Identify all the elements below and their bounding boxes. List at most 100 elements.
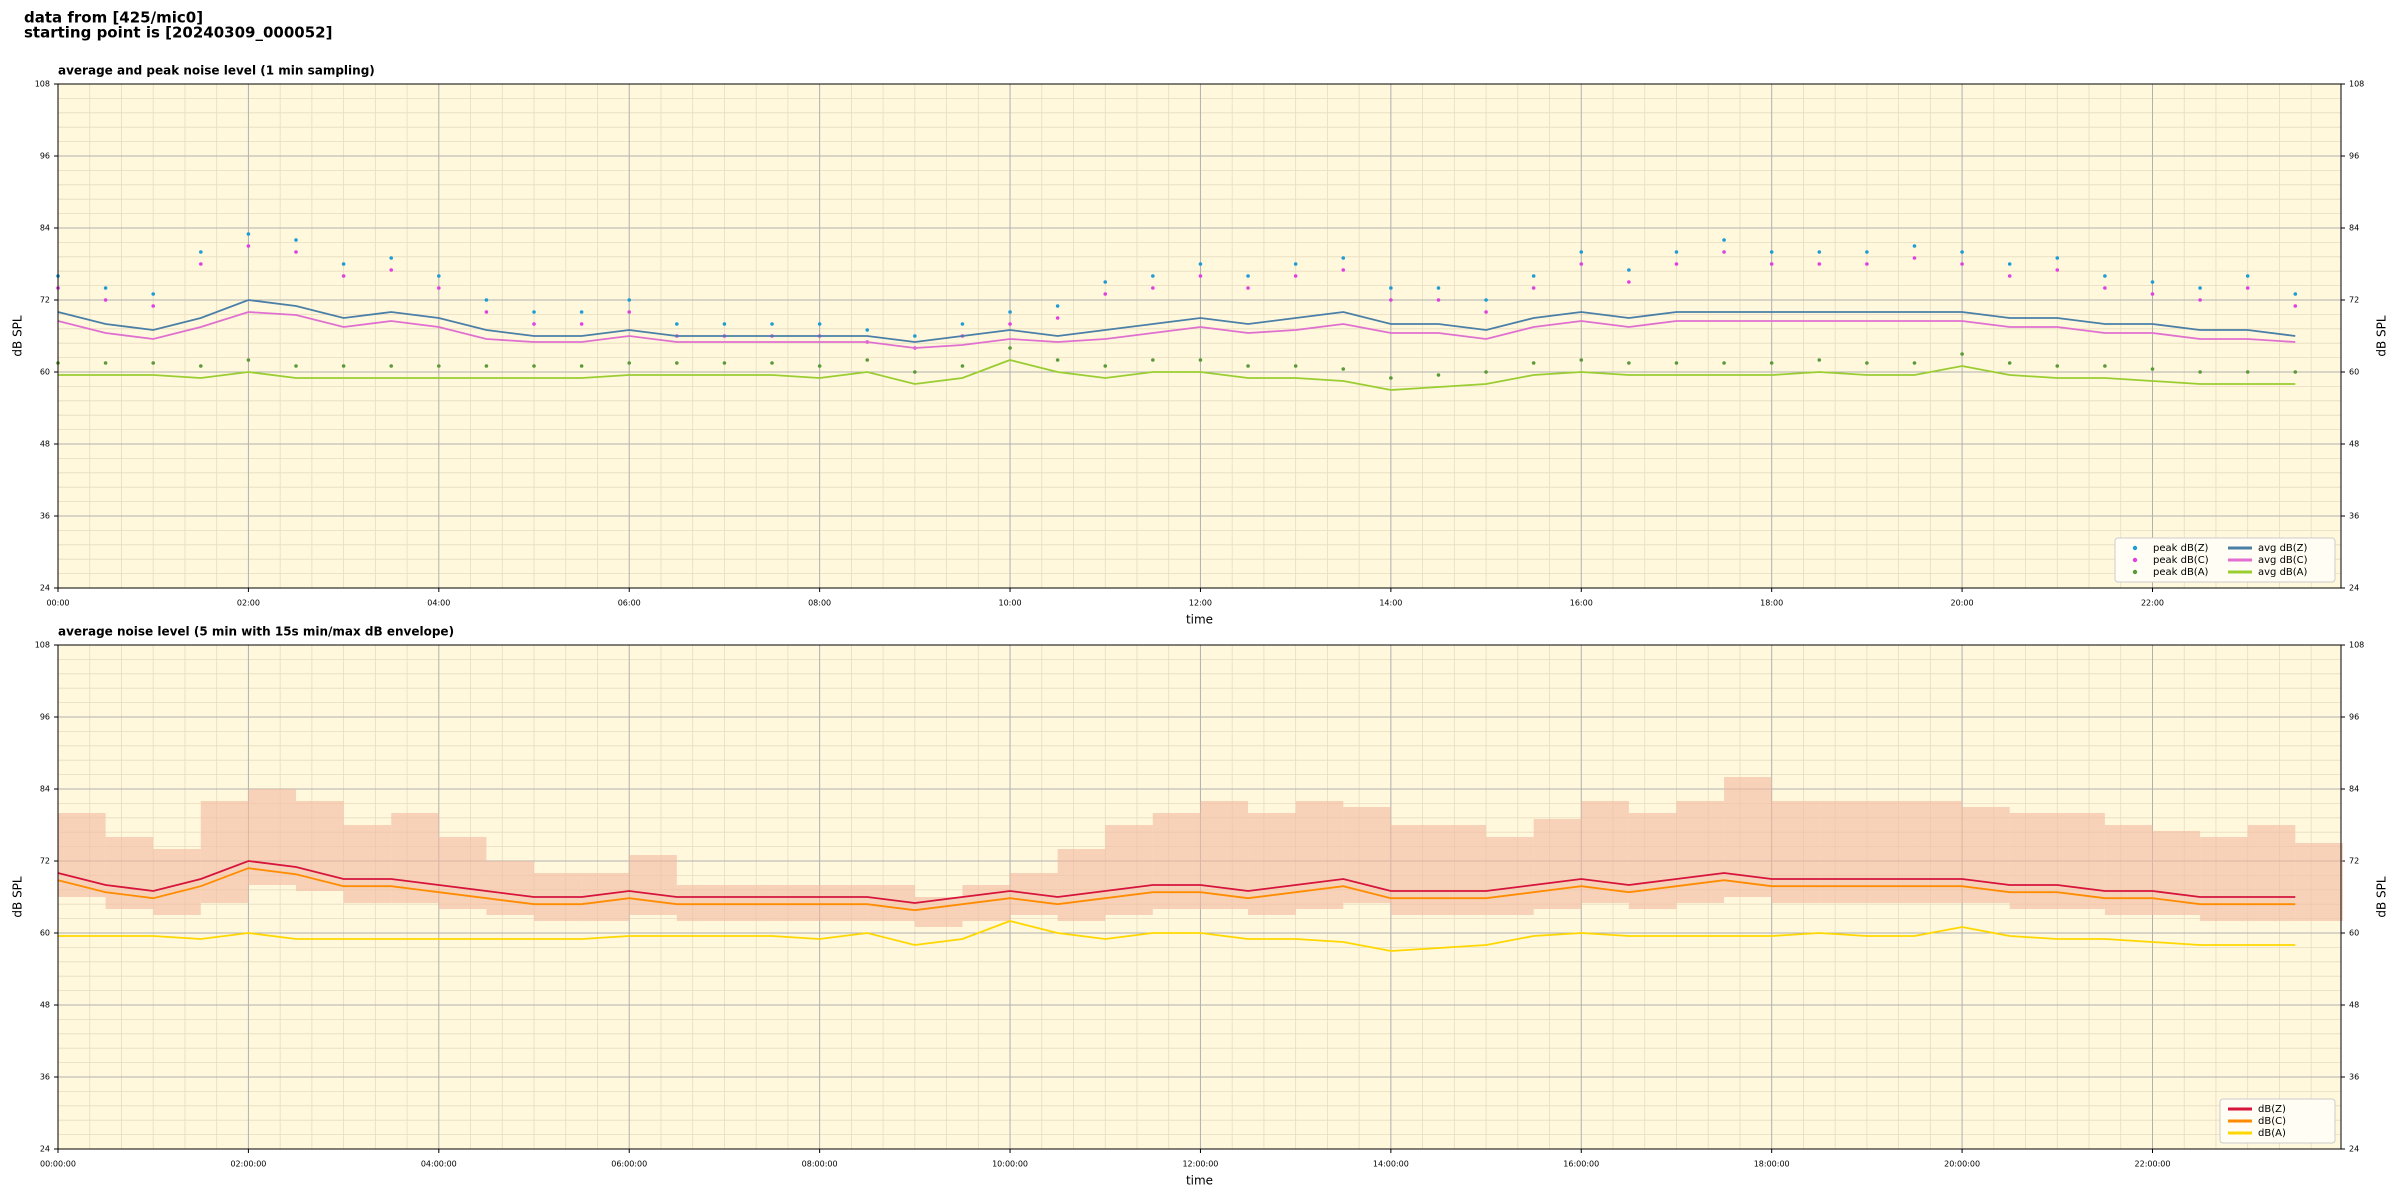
envelope-band	[1533, 819, 1582, 909]
series-line	[57, 860, 2296, 904]
peak-dot	[1865, 262, 1869, 266]
peak-dot	[2150, 280, 2155, 284]
peak-dot	[151, 304, 156, 308]
peak-dot	[1246, 286, 1250, 290]
peak-dot	[1579, 262, 1584, 266]
peak-dot	[484, 364, 489, 368]
y2-tick-label: 60	[2349, 368, 2359, 377]
y2-tick-label: 108	[2349, 80, 2364, 89]
peak-dot	[2055, 364, 2060, 368]
peak-dot	[1008, 322, 1012, 326]
peak-dot	[1151, 358, 1155, 362]
envelope-band	[2200, 837, 2248, 921]
x-tick-label: 08:00:00	[802, 1160, 838, 1169]
peak-dot	[1436, 298, 1441, 302]
envelope-band	[629, 855, 677, 915]
peak-dot	[1198, 274, 1203, 278]
envelope-band	[1771, 801, 1820, 903]
x-tick-label: 14:00:00	[1373, 1160, 1409, 1169]
series-line	[57, 867, 2296, 912]
peak-dot	[1960, 250, 1964, 254]
y2-tick-label: 60	[2349, 929, 2359, 938]
envelope-band	[1819, 801, 1867, 903]
y-tick-label: 36	[40, 512, 50, 521]
y-tick-label: 24	[40, 584, 50, 593]
series-line	[58, 920, 2296, 952]
peak-dot	[627, 310, 632, 314]
y-tick-label: 108	[35, 80, 50, 89]
peak-dot	[1579, 250, 1584, 254]
peak-dot	[1769, 361, 1774, 365]
peak-dot	[1627, 280, 1631, 284]
peak-dot	[1103, 364, 1108, 368]
peak-dot	[1817, 262, 1822, 266]
x-tick-label: 16:00:00	[1563, 1160, 1599, 1169]
x-tick-label: 20:00:00	[1944, 1160, 1980, 1169]
x-tick-label: 02:00:00	[230, 1160, 266, 1169]
y-tick-label: 96	[40, 152, 50, 161]
peak-dot	[1960, 352, 1964, 356]
envelope-band	[819, 885, 868, 921]
peak-dot	[2198, 286, 2202, 290]
peak-dot	[1722, 238, 1726, 242]
y-tick-label: 72	[40, 857, 50, 866]
peak-dot	[1008, 310, 1012, 314]
peak-dot	[2150, 367, 2155, 371]
peak-dot	[1912, 361, 1917, 365]
y2-tick-label: 84	[2349, 785, 2359, 794]
peak-dot	[1341, 268, 1346, 272]
envelope-band	[1390, 825, 1439, 915]
peak-dot	[532, 310, 536, 314]
envelope-band	[867, 885, 915, 921]
x-tick-label: 20:00	[1951, 599, 1974, 608]
peak-dot	[437, 286, 441, 290]
y-tick-label: 60	[40, 368, 50, 377]
envelope-band	[772, 885, 820, 921]
peak-dot	[1293, 274, 1298, 278]
peak-dot	[246, 358, 251, 362]
x-tick-label: 08:00	[808, 599, 831, 608]
peak-dot	[1627, 361, 1631, 365]
peak-dot	[246, 244, 251, 248]
peak-dot	[722, 322, 727, 326]
peak-dot	[341, 364, 346, 368]
peak-dot	[1674, 262, 1679, 266]
y-tick-label: 84	[40, 785, 50, 794]
envelope-band	[676, 885, 725, 921]
envelope-band	[1914, 801, 1963, 903]
envelope-band	[153, 849, 201, 915]
peak-dot	[484, 310, 489, 314]
y2-tick-label: 72	[2349, 296, 2359, 305]
peak-dot	[1674, 250, 1679, 254]
legend-label: dB(Z)	[2258, 1104, 2286, 1115]
peak-dot	[1341, 367, 1346, 371]
peak-dot	[627, 361, 632, 365]
x-tick-label: 12:00:00	[1182, 1160, 1218, 1169]
x-tick-label: 10:00	[999, 599, 1022, 608]
peak-dot	[1436, 373, 1441, 377]
x-tick-label: 06:00:00	[611, 1160, 647, 1169]
peak-dot	[1246, 364, 1250, 368]
peak-dot	[1246, 274, 1250, 278]
peak-dot	[1674, 361, 1679, 365]
y2-tick-label: 96	[2349, 713, 2359, 722]
peak-dot	[151, 292, 156, 296]
x-tick-label: 16:00	[1570, 599, 1593, 608]
legend-label: peak dB(Z)	[2153, 543, 2209, 554]
peak-dot	[817, 322, 822, 326]
y-axis-label: dB SPL	[11, 315, 25, 357]
envelope-band	[1676, 801, 1725, 903]
envelope-band	[1628, 813, 1677, 909]
x-tick-label: 22:00:00	[2135, 1160, 2171, 1169]
peak-dot	[1436, 286, 1441, 290]
x-tick-label: 06:00	[618, 599, 641, 608]
peak-dot	[2198, 298, 2202, 302]
peak-dot	[2150, 292, 2155, 296]
series-line	[57, 311, 2296, 349]
y2-tick-label: 48	[2349, 1001, 2359, 1010]
legend-label: avg dB(C)	[2258, 555, 2308, 566]
peak-dot	[2007, 262, 2012, 266]
legend-marker	[2132, 557, 2138, 563]
peak-dot	[865, 358, 870, 362]
peak-dot	[389, 268, 394, 272]
